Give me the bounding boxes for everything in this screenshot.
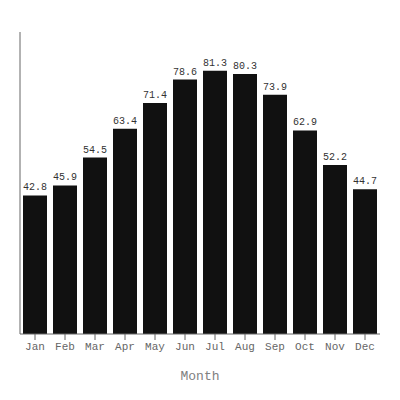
svg-text:42.8: 42.8 <box>23 182 47 193</box>
svg-text:54.5: 54.5 <box>83 145 107 156</box>
svg-text:Jun: Jun <box>175 341 195 353</box>
svg-text:78.6: 78.6 <box>173 67 197 78</box>
svg-text:Month: Month <box>180 369 219 384</box>
svg-text:52.2: 52.2 <box>323 152 347 163</box>
svg-text:Apr: Apr <box>115 341 135 353</box>
svg-text:63.4: 63.4 <box>113 116 137 127</box>
svg-text:44.7: 44.7 <box>353 176 377 187</box>
svg-text:81.3: 81.3 <box>203 58 227 69</box>
svg-text:Dec: Dec <box>355 341 375 353</box>
svg-text:Aug: Aug <box>235 341 255 353</box>
svg-text:73.9: 73.9 <box>263 82 287 93</box>
svg-text:62.9: 62.9 <box>293 117 317 128</box>
svg-text:Nov: Nov <box>325 341 345 353</box>
svg-text:Mar: Mar <box>85 341 105 353</box>
svg-text:80.3: 80.3 <box>233 61 257 72</box>
svg-text:Jul: Jul <box>205 341 225 353</box>
svg-text:71.4: 71.4 <box>143 90 167 101</box>
svg-text:45.9: 45.9 <box>53 172 77 183</box>
svg-text:Jan: Jan <box>25 341 45 353</box>
svg-text:May: May <box>145 341 165 353</box>
svg-text:Oct: Oct <box>295 341 315 353</box>
svg-text:Feb: Feb <box>55 341 75 353</box>
svg-text:Sep: Sep <box>265 341 285 353</box>
